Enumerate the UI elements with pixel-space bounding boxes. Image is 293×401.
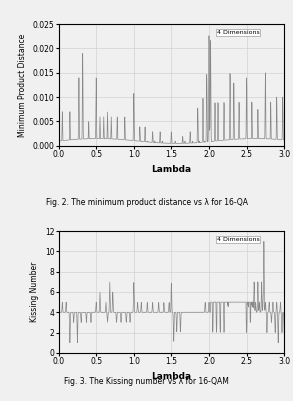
Text: Fig. 2. The minimum product distance vs λ for 16-QA: Fig. 2. The minimum product distance vs … <box>45 198 248 207</box>
X-axis label: Lambda: Lambda <box>151 372 191 381</box>
Text: Fig. 3. The Kissing number vs λ for 16-QAM: Fig. 3. The Kissing number vs λ for 16-Q… <box>64 377 229 386</box>
Text: 4 Dimensions: 4 Dimensions <box>217 30 259 35</box>
Y-axis label: Minimum Product Distance: Minimum Product Distance <box>18 33 27 137</box>
Y-axis label: Kissing Number: Kissing Number <box>30 262 39 322</box>
Text: 4 Dimensions: 4 Dimensions <box>217 237 259 242</box>
X-axis label: Lambda: Lambda <box>151 164 191 174</box>
